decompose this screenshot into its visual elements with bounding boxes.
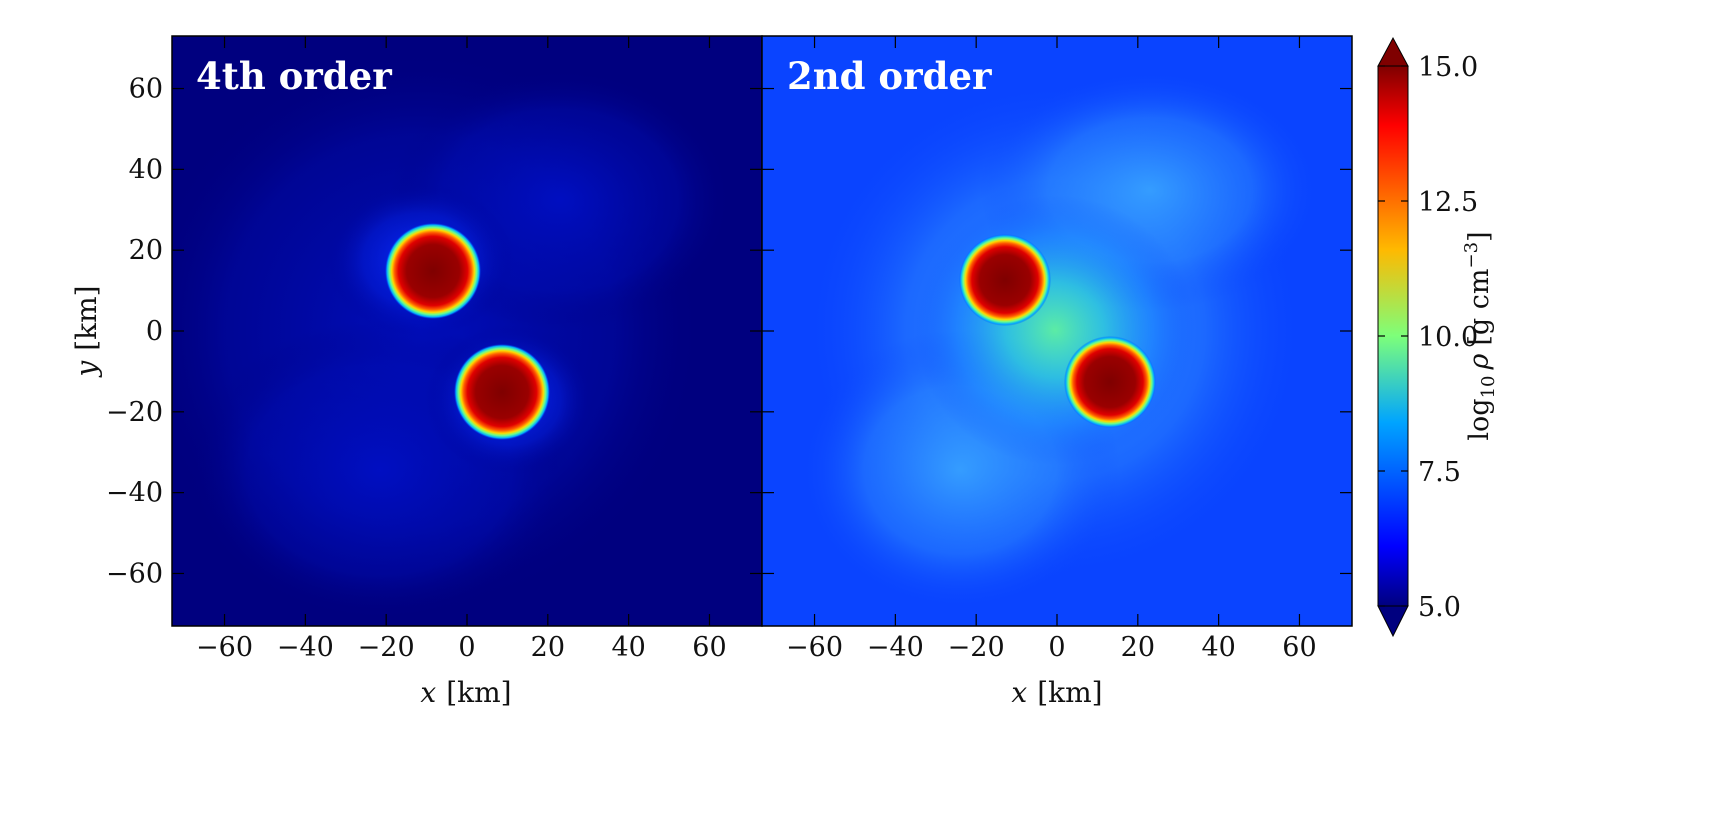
colorbar-tick-label: 5.0 [1418, 592, 1461, 623]
x-axis-var: x [420, 676, 436, 709]
panel-4th-order: 4th order −60 −40 −20 0 20 40 60 −60 −40 −20 0 20 40… [106, 35, 763, 663]
axis-ticks: −60 −40 −20 0 20 40 60 [762, 36, 1352, 663]
colorbar-tick-label: 15.0 [1418, 52, 1478, 83]
colorbar-extend-top [1377, 36, 1409, 67]
x-axis-label: x [km] [420, 676, 511, 709]
x-tick-label: −60 [786, 632, 843, 663]
x-axis-label: x [km] [1011, 676, 1102, 709]
colorbar-extend-bottom [1377, 605, 1409, 638]
colorbar-label-unit: [g cm [1464, 269, 1495, 346]
y-tick-label: 60 [129, 74, 163, 105]
colorbar-label-close: ] [1464, 231, 1495, 242]
x-axis-unit: [km] [1037, 676, 1102, 709]
colorbar-label-sub: 10 [1478, 376, 1499, 399]
y-axis-unit: [km] [70, 285, 103, 350]
x-axis-var: x [1011, 676, 1027, 709]
x-tick-label: 40 [611, 632, 645, 663]
colorbar-label-rho: ρ [1464, 354, 1495, 371]
x-tick-label: −20 [358, 632, 415, 663]
x-tick-label: 60 [1282, 632, 1316, 663]
star-halo [915, 195, 1195, 465]
neutron-star [454, 344, 550, 440]
x-tick-label: 0 [1048, 632, 1065, 663]
panel-2nd-order: 2nd order −60 −40 −20 0 20 40 60 [761, 35, 1353, 663]
colorbar-ticks: 5.0 7.5 10.0 12.5 15.0 [1378, 52, 1478, 623]
y-tick-label: −20 [106, 397, 163, 428]
x-tick-label: 20 [531, 632, 565, 663]
axis-ticks: −60 −40 −20 0 20 40 60 −60 −40 −20 0 20 40 60 [106, 36, 762, 663]
neutron-star [1064, 336, 1156, 428]
x-tick-label: −20 [948, 632, 1005, 663]
y-axis-var: y [70, 360, 103, 379]
colorbar-tick-label: 12.5 [1418, 187, 1478, 218]
colorbar-label-log: log [1464, 398, 1495, 440]
y-tick-label: 20 [129, 235, 163, 266]
x-tick-label: 20 [1121, 632, 1155, 663]
x-tick-label: −60 [196, 632, 253, 663]
colorbar: 5.0 7.5 10.0 12.5 15.0 log10 ρ [g cm−3] [1377, 36, 1499, 638]
x-axis-unit: [km] [446, 676, 511, 709]
colorbar-tick-label: 7.5 [1418, 457, 1461, 488]
y-tick-label: 0 [146, 316, 163, 347]
panel-title: 2nd order [787, 54, 992, 98]
neutron-star [385, 223, 481, 319]
x-tick-label: 40 [1201, 632, 1235, 663]
y-tick-label: 40 [129, 154, 163, 185]
panel-title: 4th order [196, 54, 392, 98]
colorbar-tick-label: 10.0 [1418, 322, 1478, 353]
y-tick-label: −60 [106, 558, 163, 589]
x-tick-label: 0 [458, 632, 475, 663]
colorbar-label-exp: −3 [1461, 242, 1482, 269]
y-tick-label: −40 [106, 478, 163, 509]
neutron-star [959, 234, 1051, 326]
x-tick-label: −40 [277, 632, 334, 663]
x-tick-label: −40 [867, 632, 924, 663]
x-tick-label: 60 [692, 632, 726, 663]
colorbar-label: log10 ρ [g cm−3] [1461, 231, 1499, 440]
y-axis-label: y [km] [70, 285, 103, 378]
